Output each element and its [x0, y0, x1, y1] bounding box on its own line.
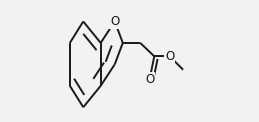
Text: O: O	[110, 15, 119, 28]
Text: O: O	[145, 73, 154, 86]
Text: O: O	[165, 50, 174, 63]
